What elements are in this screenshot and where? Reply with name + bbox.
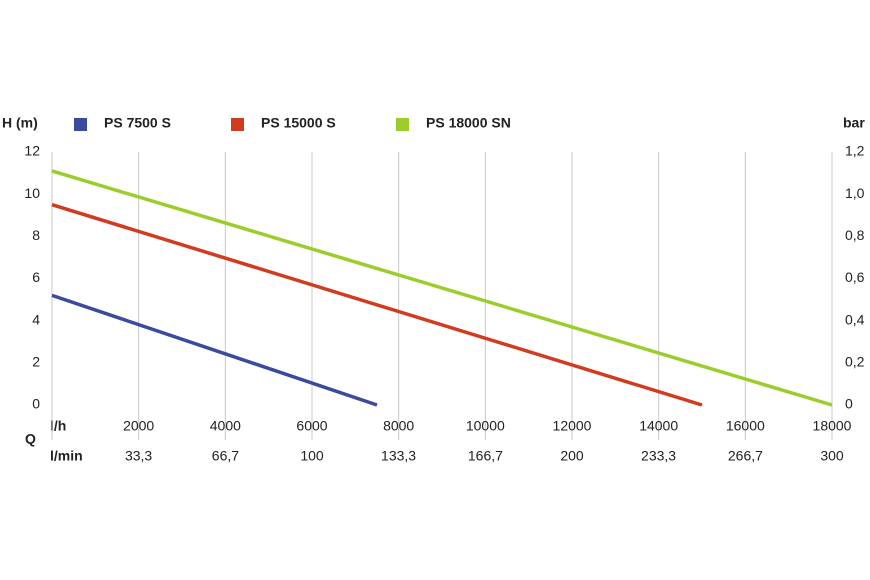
y-tick-label: 8 (32, 227, 40, 243)
x-tick-label: 14000 (639, 418, 678, 434)
y2-tick-label: 0,8 (845, 227, 865, 243)
x2-tick-label: 300 (820, 448, 844, 464)
x-tick-label: 6000 (296, 418, 327, 434)
legend-label: PS 15000 S (261, 115, 336, 131)
series-line (51, 293, 378, 407)
x2-tick-label: 200 (560, 448, 584, 464)
y2-tick-label: 0,6 (845, 269, 865, 285)
y-axis-label: H (m) (2, 115, 38, 131)
legend-swatch (74, 118, 87, 131)
series-line (51, 203, 703, 407)
legend-swatch (231, 118, 244, 131)
x-tick-label: 16000 (726, 418, 765, 434)
quantity-label: Q (25, 431, 36, 447)
x2-tick-label: 166,7 (468, 448, 503, 464)
x2-tick-label: 66,7 (212, 448, 239, 464)
x-tick-label: 12000 (553, 418, 592, 434)
y-tick-label: 6 (32, 269, 40, 285)
y2-tick-label: 0,4 (845, 311, 865, 327)
y2-tick-label: 0 (845, 396, 853, 412)
x2-tick-label: 100 (300, 448, 324, 464)
y2-tick-label: 1,0 (845, 185, 865, 201)
x-tick-label: 4000 (210, 418, 241, 434)
legend-label: PS 7500 S (104, 115, 171, 131)
x2-tick-label: 266,7 (728, 448, 763, 464)
y2-axis-label: bar (843, 115, 865, 131)
y-tick-label: 4 (32, 311, 40, 327)
x2-tick-label: 33,3 (125, 448, 152, 464)
y-tick-label: 0 (32, 396, 40, 412)
y-tick-label: 10 (24, 185, 40, 201)
y2-tick-label: 0,2 (845, 354, 865, 370)
x-tick-label: 10000 (466, 418, 505, 434)
series-line (51, 169, 833, 407)
x-axis-label: l/h (50, 418, 66, 434)
y-tick-label: 12 (24, 143, 40, 159)
legend-swatch (396, 118, 409, 131)
x2-axis-label: l/min (50, 448, 83, 464)
x-tick-label: 2000 (123, 418, 154, 434)
y2-tick-label: 1,2 (845, 143, 865, 159)
x2-tick-label: 133,3 (381, 448, 416, 464)
y-tick-label: 2 (32, 354, 40, 370)
x-tick-label: 8000 (383, 418, 414, 434)
legend-label: PS 18000 SN (426, 115, 511, 131)
x2-tick-label: 233,3 (641, 448, 676, 464)
x-tick-label: 18000 (813, 418, 852, 434)
